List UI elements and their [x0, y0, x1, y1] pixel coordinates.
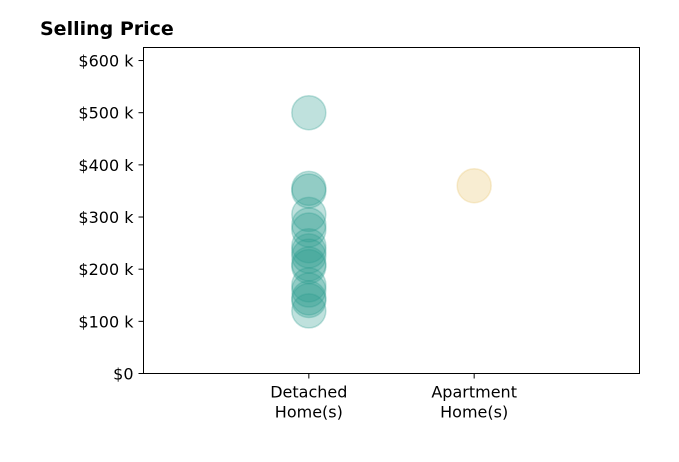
y-axis: $0 $100 k $200 k $300 k $400 k $500 k $600 k [78, 52, 144, 384]
data-point [291, 272, 327, 308]
x-tick-label: Apartment Home(s) [431, 383, 517, 422]
x-tick-label: Detached Home(s) [270, 383, 347, 422]
data-point [291, 170, 327, 207]
data-point [291, 293, 327, 329]
data-point [291, 212, 327, 248]
data-point [456, 167, 492, 204]
y-tick-label: $200 k [78, 260, 134, 279]
data-point [291, 207, 327, 243]
y-tick-label: $0 [113, 365, 133, 384]
chart-title: Selling Price [40, 18, 174, 40]
data-points [291, 94, 492, 329]
data-point [291, 94, 327, 131]
data-point [291, 282, 327, 319]
data-point [291, 233, 327, 269]
y-tick-label: $400 k [78, 156, 134, 175]
y-tick-label: $100 k [78, 312, 134, 331]
y-tick-label: $300 k [78, 208, 134, 227]
data-point [291, 267, 327, 303]
y-tick-label: $500 k [78, 104, 134, 123]
data-point [291, 280, 327, 316]
y-tick-label: $600 k [78, 52, 134, 71]
data-point [291, 173, 327, 209]
data-point [291, 238, 327, 274]
x-axis: Detached Home(s) Apartment Home(s) [270, 373, 517, 422]
data-point [291, 248, 327, 285]
data-point [291, 246, 327, 282]
data-point [291, 196, 327, 233]
plot-area [143, 47, 640, 374]
data-point [291, 227, 327, 264]
